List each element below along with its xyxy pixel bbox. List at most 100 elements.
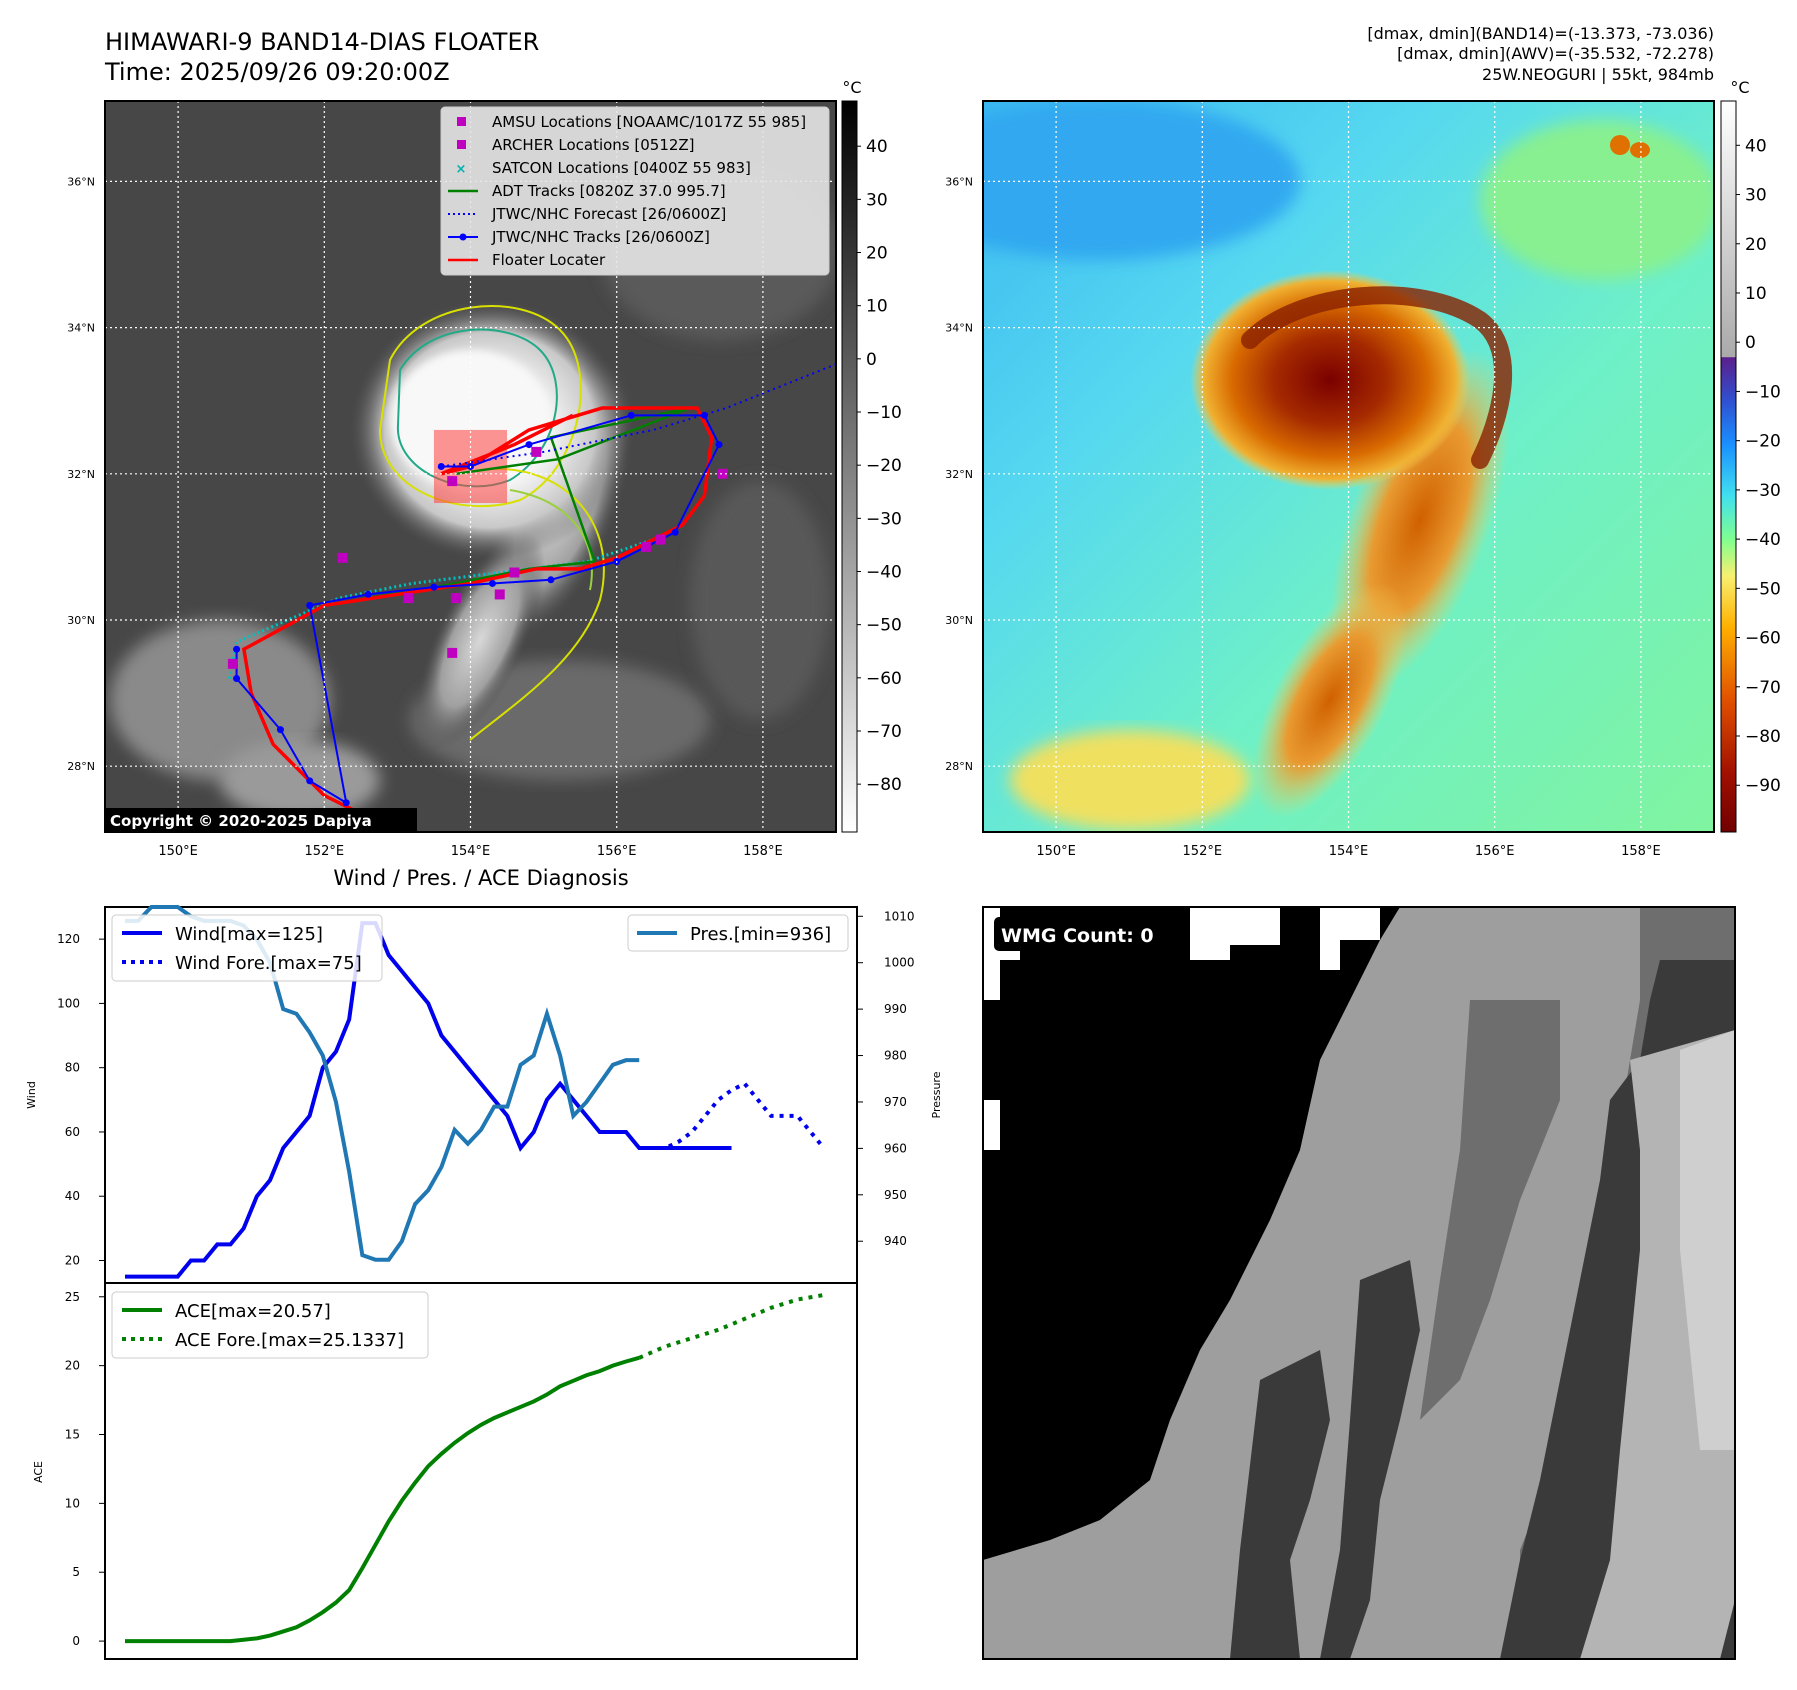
legend-label: JTWC/NHC Forecast [26/0600Z] (491, 205, 726, 223)
series-line-ace-fore-max- (638, 1293, 825, 1360)
colorbar-tick-label: −20 (866, 456, 902, 476)
jtwc-track-point (430, 583, 438, 591)
copyright-label: Copyright © 2020-2025 Dapiya (110, 812, 372, 830)
lon-tick-label: 152°E (305, 844, 345, 859)
figure-title-line2: Time: 2025/09/26 09:20:00Z (104, 58, 450, 86)
colorbar-tick-label: −10 (866, 403, 902, 423)
colorbar-tick-label: −70 (1745, 678, 1781, 698)
y-tick-label: 100 (57, 996, 80, 1010)
lon-tick-label: 158°E (743, 844, 783, 859)
y-tick-label: 15 (65, 1428, 80, 1442)
amsu-point (494, 589, 505, 600)
amsu-point (509, 567, 520, 578)
ir-colorbar-unit: °C (842, 78, 861, 97)
colorbar-tick-label: 10 (866, 297, 888, 317)
amsu-point (450, 593, 461, 604)
amsu-point (531, 446, 542, 457)
info-line1: [dmax, dmin](BAND14)=(-13.373, -73.036) (1367, 24, 1714, 43)
amsu-point (447, 476, 458, 487)
colorbar-tick-label: −20 (1745, 432, 1781, 452)
colorbar-tick-label: 30 (1745, 186, 1767, 206)
pressure-ylabel: Pressure (930, 1071, 943, 1118)
colorbar-tick-label: −60 (1745, 629, 1781, 649)
lon-tick-label: 158°E (1621, 844, 1661, 859)
adt-track (367, 406, 691, 600)
y-tick-label: 970 (884, 1095, 907, 1109)
legend-marker-cross: × (456, 162, 467, 177)
jtwc-track-dots (233, 411, 723, 807)
colorbar-tick-label: 20 (1745, 235, 1767, 255)
lon-tick-label: 154°E (1329, 844, 1369, 859)
amsu-point (227, 658, 238, 669)
lat-tick-label: 32°N (945, 468, 973, 481)
jtwc-forecast-track (441, 363, 836, 468)
ace-legend: ACE[max=20.57] ACE Fore.[max=25.1337] (111, 1291, 429, 1359)
lat-tick-label: 34°N (67, 322, 95, 335)
colorbar-tick-label: 20 (866, 244, 888, 264)
pressure-legend: Pres.[min=936] (627, 914, 849, 952)
jtwc-track-point (525, 441, 533, 449)
wind-ylabel: Wind (25, 1081, 38, 1109)
figure-title-line1: HIMAWARI-9 BAND14-DIAS FLOATER (105, 28, 539, 56)
colorbar-tick-label: −80 (1745, 727, 1781, 747)
ace-chart: 0 5 10 15 20 25 ACE ACE[max=20.57] ACE Fore.[… (32, 1282, 858, 1660)
lat-tick-label: 30°N (67, 614, 95, 627)
y-tick-label: 0 (72, 1634, 80, 1648)
lat-tick-label: 32°N (67, 468, 95, 481)
y-tick-label: 980 (884, 1049, 907, 1063)
lon-tick-label: 152°E (1183, 844, 1223, 859)
amsu-points (227, 446, 728, 669)
amsu-point (717, 468, 728, 479)
jtwc-track-point (276, 726, 284, 734)
lat-tick-label: 30°N (945, 614, 973, 627)
colorbar-tick-label: 40 (1745, 136, 1767, 156)
lon-tick-label: 156°E (597, 844, 637, 859)
colorbar-tick-label: −10 (1745, 382, 1781, 402)
lat-tick-label: 28°N (945, 760, 973, 773)
jtwc-track-point (437, 463, 445, 470)
jtwc-track-point (342, 799, 350, 807)
wind-pressure-chart: Wind / Pres. / ACE Diagnosis 20 40 60 80 100… (25, 866, 943, 1284)
lon-tick-label: 150°E (158, 844, 198, 859)
legend-marker-square (457, 140, 466, 149)
jtwc-track (235, 414, 721, 805)
ir-axis-labels: 150°E 152°E 154°E 156°E 158°E 36°N 34°N 32°N 30°… (67, 175, 782, 859)
y-tick-label: 950 (884, 1188, 907, 1202)
y-tick-label: 20 (65, 1254, 80, 1268)
series-line-ace-max- (125, 1355, 640, 1644)
y-tick-label: 5 (72, 1565, 80, 1579)
lat-tick-label: 36°N (945, 175, 973, 188)
colorbar-tick-label: −30 (1745, 481, 1781, 501)
colorbar-tick-label: 10 (1745, 284, 1767, 304)
wv-colorbar-unit: °C (1730, 78, 1749, 97)
colorbar-tick-label: −50 (866, 616, 902, 636)
colorbar-tick-label: −40 (866, 562, 902, 582)
ir-colorbar: °C 40 30 20 10 0 −10 −20 −30 −40 −50 −60 −70 −80 (841, 78, 902, 833)
wv-gridlines (983, 101, 1714, 832)
legend-marker-square (457, 117, 466, 126)
y-tick-label: 120 (57, 932, 80, 946)
jtwc-track-point (306, 601, 314, 609)
colorbar-tick-label: 40 (866, 137, 888, 157)
amsu-point (337, 552, 348, 563)
diagnosis-title: Wind / Pres. / ACE Diagnosis (333, 866, 628, 890)
info-line3: 25W.NEOGURI | 55kt, 984mb (1482, 65, 1714, 84)
y-tick-label: 990 (884, 1002, 907, 1016)
series-line-wind-fore-max- (639, 1081, 826, 1151)
legend-label: ADT Tracks [0820Z 37.0 995.7] (492, 182, 726, 200)
y-tick-label: 60 (65, 1125, 80, 1139)
amsu-point (447, 647, 458, 658)
jtwc-track-point (547, 576, 555, 584)
wv-satellite-panel: 150°E 152°E 154°E 156°E 158°E 36°N 34°N 32°N 30°… (945, 100, 1715, 859)
lon-tick-label: 154°E (451, 844, 491, 859)
jtwc-track-point (306, 777, 314, 785)
legend-wind: Wind[max=125] (175, 924, 323, 945)
lat-tick-label: 34°N (945, 322, 973, 335)
lon-tick-label: 150°E (1036, 844, 1076, 859)
colorbar-tick-label: −40 (1745, 530, 1781, 550)
legend-label: ARCHER Locations [0512Z] (492, 136, 695, 154)
wmg-count-badge: WMG Count: 0 (1001, 925, 1154, 947)
legend-ace: ACE[max=20.57] (175, 1301, 331, 1322)
legend-label: SATCON Locations [0400Z 55 983] (492, 159, 751, 177)
lat-tick-label: 28°N (67, 760, 95, 773)
